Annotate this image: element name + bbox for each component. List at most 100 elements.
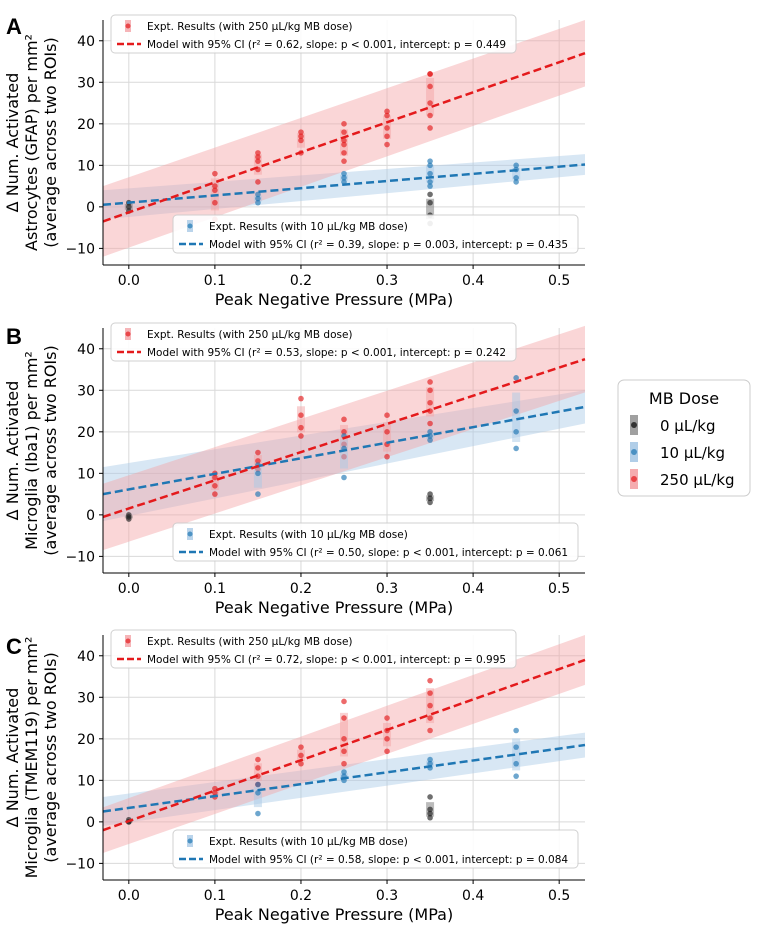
point-dose-250 (298, 760, 304, 767)
point-dose-250 (255, 179, 261, 185)
x-tick-label: 0.2 (290, 273, 312, 289)
point-dose-250 (255, 158, 261, 164)
y-axis-label-line-2: (average across two ROIs) (41, 345, 60, 555)
ci-band-10 (103, 154, 585, 220)
point-dose-10 (427, 170, 433, 177)
legend-10: Expt. Results (with 10 μL/kg MB dose) Mod… (172, 214, 579, 254)
y-tick-label: 0 (86, 815, 95, 831)
point-dose-10 (513, 179, 519, 185)
point-dose-0 (126, 204, 132, 210)
point-dose-250 (341, 121, 347, 127)
point-dose-10 (427, 158, 433, 164)
y-tick-label: 40 (77, 649, 95, 665)
point-dose-250 (384, 412, 390, 419)
point-dose-250 (255, 150, 261, 156)
point-dose-10 (427, 183, 433, 189)
point-dose-250 (212, 183, 218, 189)
y-axis-label-line-1: Microglia (TMEM119) per mm² (22, 637, 41, 879)
point-dose-250 (384, 429, 390, 435)
point-dose-0 (427, 495, 433, 502)
point-dose-250 (212, 474, 218, 481)
legend-10-swatch-marker (187, 838, 193, 844)
fit-line-250 (102, 52, 586, 223)
point-dose-250 (384, 112, 390, 119)
y-tick-label: 0 (86, 200, 95, 216)
dose-legend-item-2: 250 μL/kg (630, 469, 735, 489)
y-tick-label: 20 (77, 117, 95, 133)
error-bar-dose-10-3 (512, 738, 521, 771)
x-tick-label: 0.5 (548, 273, 570, 289)
point-dose-250 (298, 129, 304, 135)
point-dose-10 (341, 769, 347, 775)
legend-10: Expt. Results (with 10 μL/kg MB dose) Mod… (172, 522, 579, 562)
x-tick-label: 0.2 (290, 581, 312, 597)
x-tick-label: 0.1 (204, 581, 226, 597)
legend-10-model-label: Model with 95% CI (r² = 0.39, slope: p =… (209, 239, 568, 251)
x-axis-label: Peak Negative Pressure (MPa) (215, 290, 453, 309)
x-tick-label: 0.1 (204, 888, 226, 904)
legend-10-swatch-marker (187, 531, 193, 537)
point-dose-10 (341, 474, 347, 481)
legend-250-swatch-marker (125, 331, 131, 337)
point-dose-10 (255, 195, 261, 202)
legend-250-points-label: Expt. Results (with 250 μL/kg MB dose) (147, 21, 353, 33)
dose-label-2: 250 μL/kg (660, 471, 735, 489)
x-axis-label: Peak Negative Pressure (MPa) (215, 598, 453, 617)
point-dose-250 (427, 71, 433, 77)
point-dose-250 (341, 698, 347, 705)
y-axis-label-line-0: Δ Num. Activated (3, 688, 22, 828)
point-dose-10 (513, 408, 519, 414)
point-dose-10 (341, 174, 347, 181)
point-dose-250 (427, 702, 433, 709)
point-dose-250 (384, 141, 390, 148)
y-axis-label-line-1: Astrocytes (GFAP) per mm² (22, 34, 41, 251)
point-dose-250 (427, 727, 433, 734)
legend-250-model-label: Model with 95% CI (r² = 0.62, slope: p <… (147, 39, 506, 51)
y-tick-label: −10 (65, 549, 95, 565)
error-bar-dose-10-0 (253, 786, 262, 808)
point-dose-250 (341, 416, 347, 423)
point-dose-250 (341, 715, 347, 721)
point-dose-250 (427, 125, 433, 131)
point-dose-10 (513, 375, 519, 381)
point-dose-10 (255, 491, 261, 497)
legend-10-points-label: Expt. Results (with 10 μL/kg MB dose) (209, 529, 408, 541)
point-dose-250 (341, 158, 347, 164)
error-bar-dose-250-5 (426, 77, 435, 116)
y-tick-label: 30 (77, 690, 95, 706)
panel-b: 0.0 0.1 0.2 0.3 0.4 0.5 −10 0 10 20 30 40 Peak Negat… (3, 322, 586, 617)
legend-250: Expt. Results (with 250 μL/kg MB dose) Mo… (110, 629, 517, 669)
point-dose-250 (255, 458, 261, 464)
legend-10-points-label: Expt. Results (with 10 μL/kg MB dose) (209, 221, 408, 233)
point-dose-250 (427, 399, 433, 406)
point-dose-250 (427, 112, 433, 119)
point-dose-250 (341, 150, 347, 156)
panel-letter: B (6, 324, 22, 349)
point-dose-0 (427, 810, 433, 817)
dose-legend-item-0: 0 μL/kg (630, 415, 715, 435)
x-tick-label: 0.3 (376, 581, 398, 597)
legend-10-frame (172, 829, 579, 869)
point-dose-0 (427, 191, 433, 198)
dose-swatch-2-marker (631, 476, 637, 482)
legend-250: Expt. Results (with 250 μL/kg MB dose) Mo… (110, 322, 517, 362)
point-dose-250 (341, 141, 347, 148)
error-bar-dose-250-4 (383, 723, 392, 747)
point-dose-10 (255, 470, 261, 477)
point-dose-10 (427, 756, 433, 763)
error-bar-dose-250-0 (210, 475, 219, 490)
point-dose-10 (513, 727, 519, 734)
point-dose-250 (212, 170, 218, 177)
y-tick-label: 20 (77, 732, 95, 748)
x-tick-label: 0.3 (376, 273, 398, 289)
y-tick-label: 0 (86, 508, 95, 524)
point-dose-250 (212, 187, 218, 194)
x-tick-label: 0.5 (548, 888, 570, 904)
fit-line-10 (102, 405, 586, 496)
point-dose-250 (384, 748, 390, 755)
point-dose-250 (298, 412, 304, 419)
point-dose-250 (384, 133, 390, 140)
panel-a: 0.0 0.1 0.2 0.3 0.4 0.5 −10 0 10 20 30 40 Peak Negat… (3, 14, 586, 309)
legend-250-model-label: Model with 95% CI (r² = 0.53, slope: p <… (147, 347, 506, 359)
